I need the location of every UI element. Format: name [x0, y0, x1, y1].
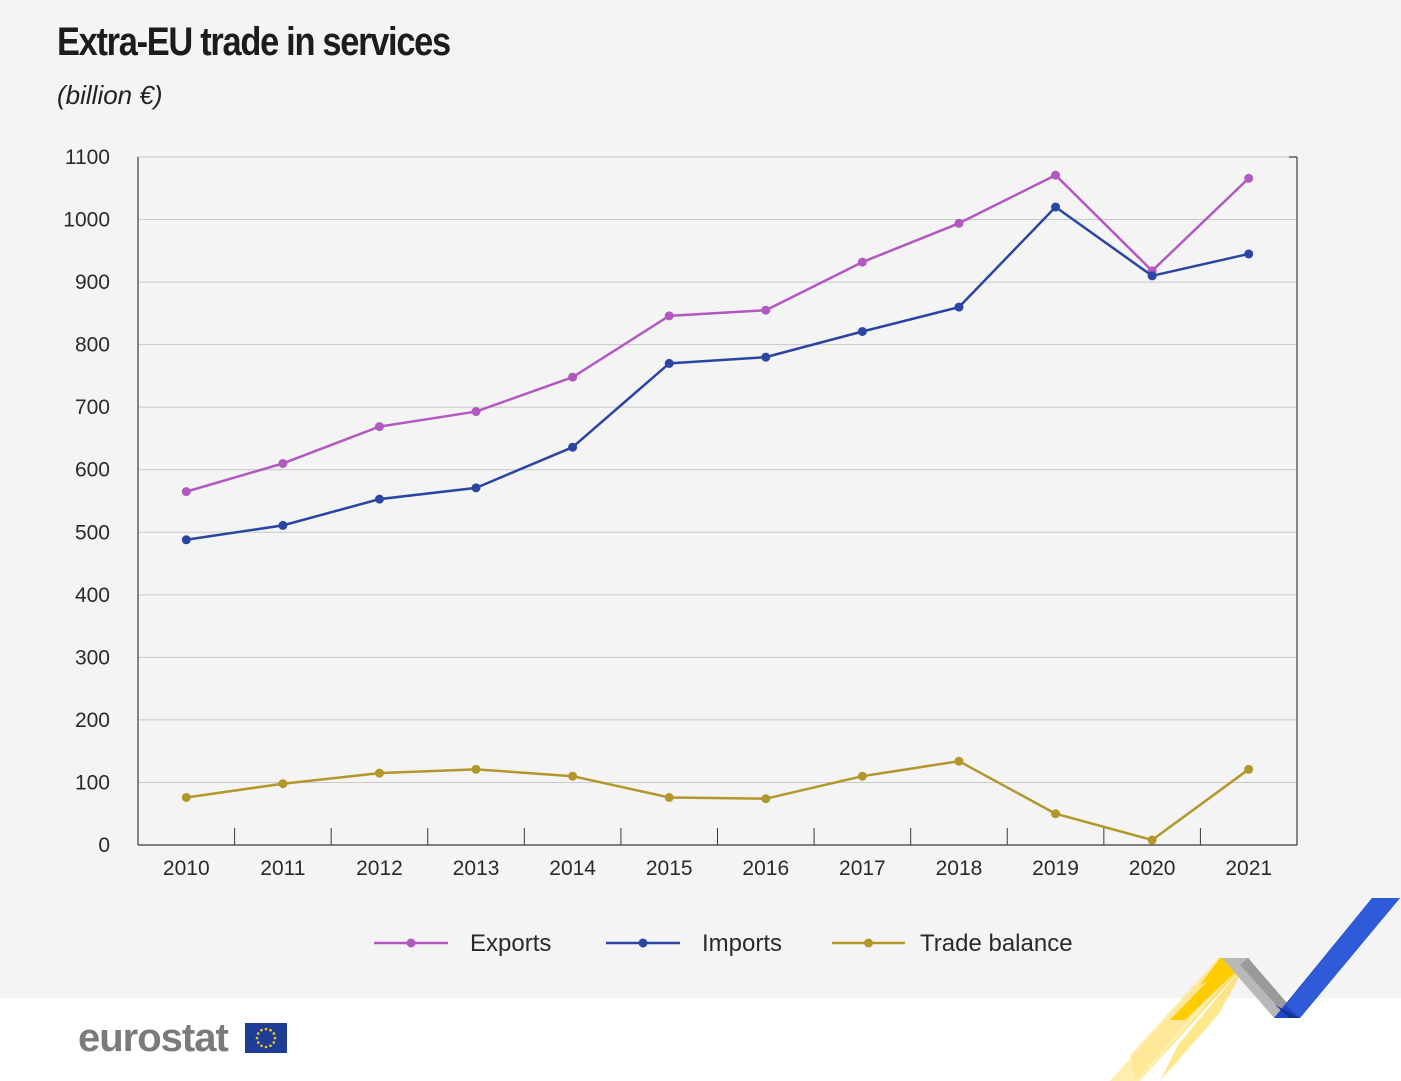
data-point-exports [954, 218, 964, 228]
data-point-exports [278, 458, 288, 468]
grid-lines [138, 156, 1297, 783]
x-tick-label: 2011 [260, 857, 305, 880]
x-tick-label: 2013 [453, 857, 500, 880]
series-lines [181, 170, 1254, 845]
y-tick-label: 200 [75, 709, 110, 732]
flag-star [256, 1041, 260, 1044]
data-point-trade_balance [1244, 764, 1254, 774]
flag-star [264, 1027, 268, 1031]
data-point-imports [181, 535, 191, 545]
data-point-trade_balance [664, 792, 674, 802]
data-point-trade_balance [1051, 809, 1061, 819]
data-point-exports [664, 311, 674, 321]
data-point-imports [1244, 249, 1254, 259]
y-tick-label: 800 [75, 334, 110, 357]
flag-star [255, 1036, 259, 1040]
data-point-exports [1051, 170, 1061, 180]
data-point-trade_balance [857, 771, 867, 781]
x-tick-label: 2016 [742, 857, 789, 880]
chart-panel [0, 0, 1401, 998]
flag-star [256, 1032, 260, 1035]
legend-label-exports: Exports [470, 930, 551, 957]
x-tick-label: 2017 [839, 857, 886, 880]
chart-subtitle: (billion €) [57, 80, 163, 110]
x-tick-label: 2010 [163, 857, 210, 880]
flag-star [272, 1032, 276, 1035]
flag-star [269, 1028, 272, 1032]
flag-star [264, 1045, 268, 1049]
y-tick-label: 900 [75, 271, 110, 294]
series-line-exports [185, 173, 1250, 493]
data-point-imports [761, 352, 771, 362]
data-point-exports [568, 372, 578, 382]
x-tick-label: 2019 [1032, 857, 1079, 880]
data-point-imports [278, 520, 288, 530]
data-point-trade_balance [278, 779, 288, 789]
data-point-trade_balance [374, 768, 384, 778]
data-point-exports [857, 257, 867, 267]
y-tick-label: 300 [75, 646, 110, 669]
y-tick-label: 100 [75, 771, 110, 794]
legend-marker-trade_balance [864, 938, 873, 948]
legend-label-imports: Imports [702, 930, 782, 957]
eurostat-logo: eurostat [78, 1016, 229, 1060]
legend: Exports Imports Trade balance [374, 930, 1073, 957]
x-tick-label: 2015 [646, 857, 693, 880]
legend-label-trade_balance: Trade balance [920, 930, 1073, 957]
axes [137, 156, 1298, 846]
data-point-trade_balance [954, 756, 964, 766]
x-tick-label: 2020 [1129, 857, 1176, 880]
data-point-trade_balance [471, 764, 481, 774]
data-point-imports [954, 302, 964, 312]
chart-title: Extra-EU trade in services [57, 20, 451, 64]
data-point-trade_balance [568, 771, 578, 781]
decorative-chevron-graphic [1110, 898, 1400, 1081]
data-point-exports [1244, 173, 1254, 183]
data-point-exports [374, 422, 384, 432]
flag-star [260, 1028, 263, 1032]
line-chart: 0 100 200 300 400 500 600 700 800 900 1000 1100 201… [63, 146, 1298, 957]
data-point-imports [664, 358, 674, 368]
data-point-imports [857, 327, 867, 337]
y-tick-label: 600 [75, 459, 110, 482]
y-tick-label: 700 [75, 396, 110, 419]
legend-marker-imports [638, 938, 648, 948]
y-tick-label: 1100 [65, 146, 110, 169]
flag-star [260, 1044, 263, 1048]
data-point-trade_balance [181, 792, 191, 802]
data-point-trade_balance [1147, 835, 1157, 845]
series-line-trade_balance [186, 759, 1250, 842]
eu-flag-icon [245, 1023, 287, 1053]
data-point-imports [568, 442, 578, 452]
y-tick-labels: 0 100 200 300 400 500 600 700 800 900 1000 1100 [63, 146, 110, 857]
y-tick-label: 1000 [63, 209, 110, 232]
data-point-imports [1051, 202, 1061, 212]
y-tick-label: 500 [75, 521, 110, 544]
x-tick-label: 2018 [936, 857, 983, 880]
data-point-imports [374, 494, 384, 504]
data-point-exports [471, 407, 481, 417]
y-tick-label: 400 [75, 584, 110, 607]
flag-star [269, 1044, 272, 1048]
data-point-trade_balance [761, 794, 771, 804]
flag-star [273, 1036, 277, 1040]
x-tick-labels: 2010 2011 2012 2013 2014 2015 2016 2017 2018 2019… [163, 857, 1272, 880]
data-point-exports [181, 487, 191, 497]
data-point-imports [1147, 271, 1157, 281]
data-point-exports [761, 305, 771, 315]
x-tick-label: 2021 [1225, 857, 1272, 880]
series-line-imports [186, 205, 1249, 542]
x-tick-label: 2012 [356, 857, 403, 880]
legend-marker-exports [406, 938, 416, 948]
data-point-imports [471, 483, 481, 493]
y-tick-label: 0 [98, 834, 110, 857]
x-tick-label: 2014 [549, 857, 596, 880]
flag-star [272, 1041, 276, 1044]
